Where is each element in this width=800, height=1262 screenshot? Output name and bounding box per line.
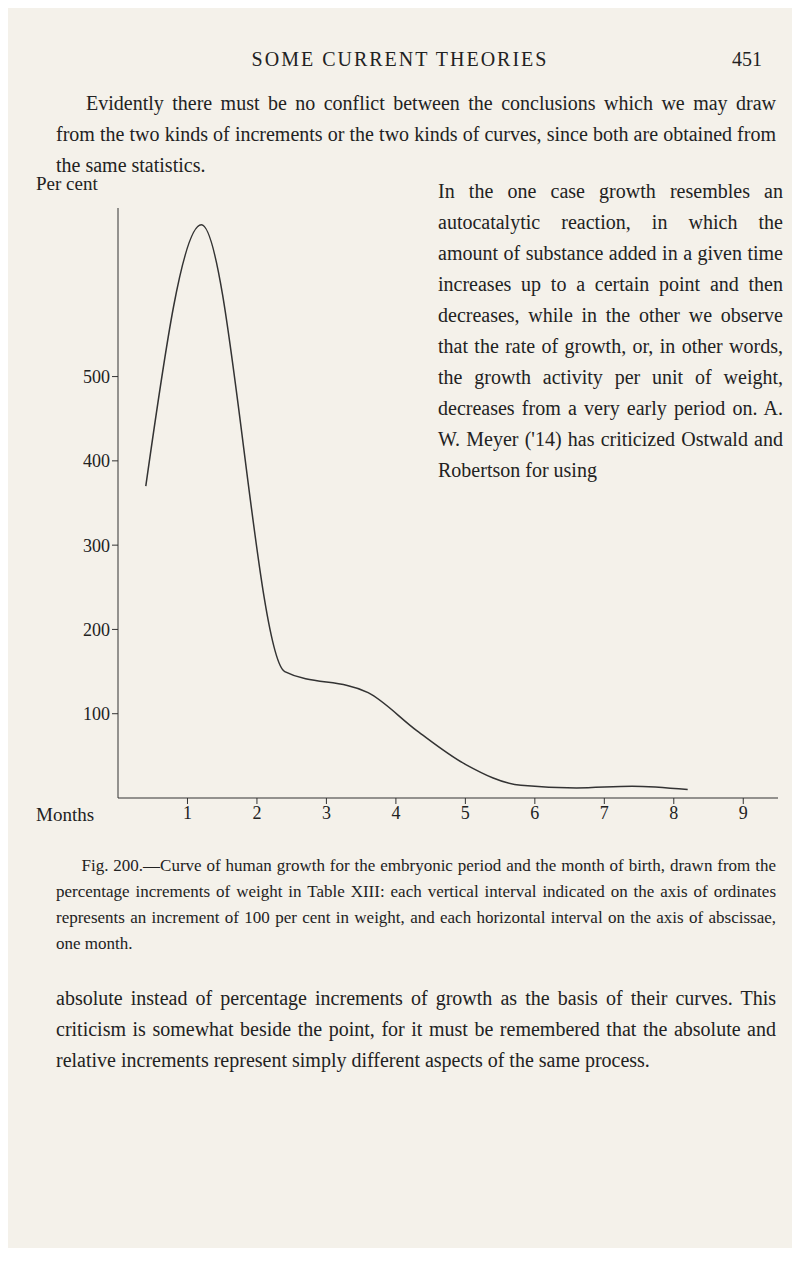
html-text:Fig. 200.—Curve of human growt: Fig. 200.—Curve of human growth for the … (56, 856, 776, 953)
svg-text:5: 5 (461, 803, 470, 823)
svg-text:9: 9 (739, 803, 748, 823)
svg-text:7: 7 (600, 803, 609, 823)
svg-text:200: 200 (83, 620, 110, 640)
svg-text:6: 6 (530, 803, 539, 823)
html-text:451: 451 (732, 48, 762, 70)
svg-text:2: 2 (252, 803, 261, 823)
svg-text:100: 100 (83, 704, 110, 724)
svg-text:300: 300 (83, 536, 110, 556)
html-text:absolute instead of percentage: absolute instead of percentage increment… (56, 987, 776, 1071)
svg-text:3: 3 (322, 803, 331, 823)
svg-text:400: 400 (83, 451, 110, 471)
svg-text:1: 1 (183, 803, 192, 823)
svg-text:500: 500 (83, 367, 110, 387)
svg-text:8: 8 (669, 803, 678, 823)
svg-text:4: 4 (391, 803, 400, 823)
html-text:In the one case growth resembl: In the one case growth resembles an auto… (438, 180, 783, 481)
html-text:SOME CURRENT THEORIES: SOME CURRENT THEORIES (251, 48, 549, 70)
html-text:Per cent: Per cent (36, 173, 98, 194)
html-text:Months: Months (36, 804, 95, 825)
html-text:Evidently there must be no con: Evidently there must be no conflict betw… (56, 92, 776, 176)
